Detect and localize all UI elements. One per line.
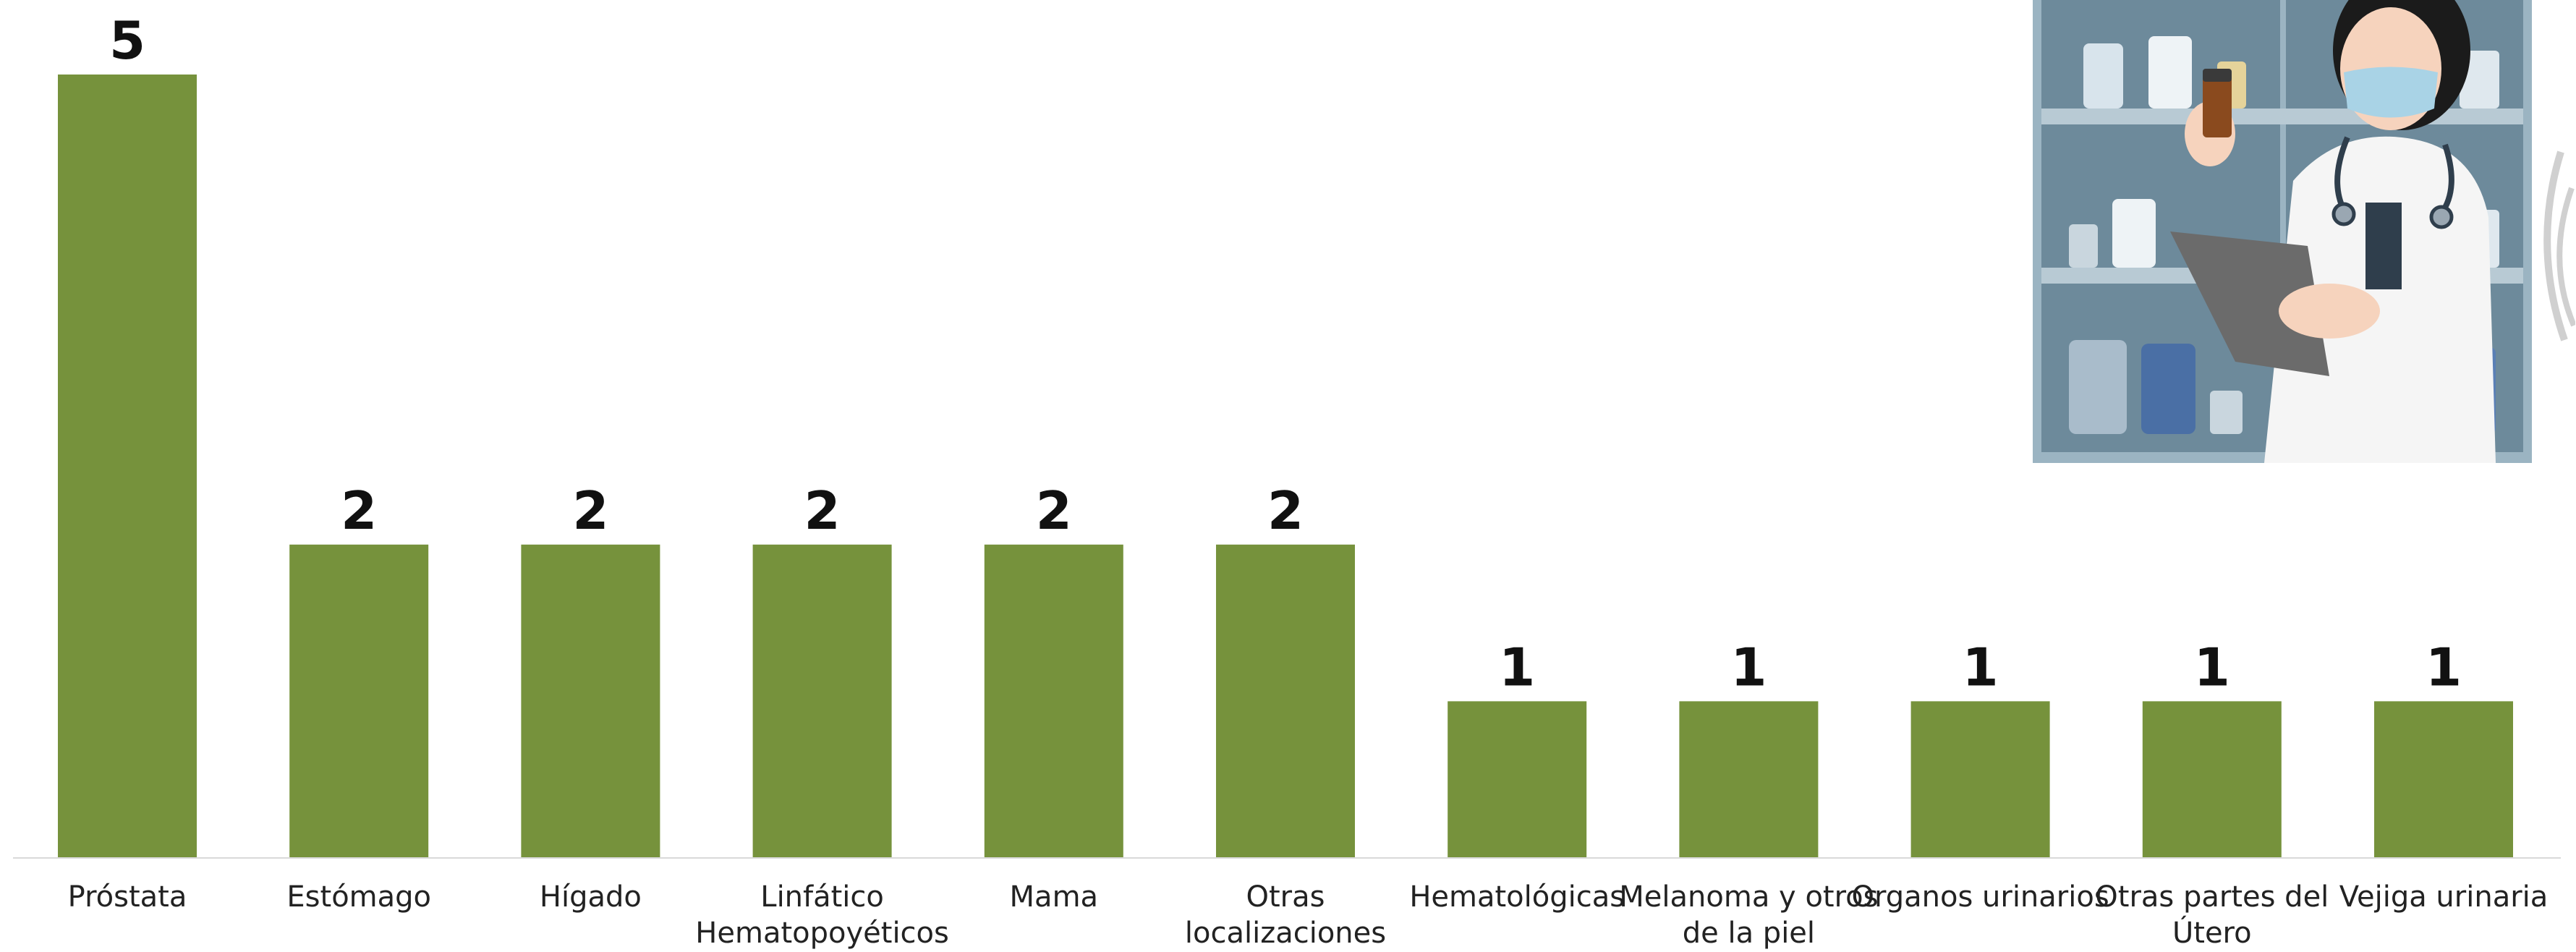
bar-value-label: 1 <box>2194 637 2230 697</box>
category-label: Vejiga urinaria <box>2339 880 2549 914</box>
bar-value-label: 2 <box>341 480 377 541</box>
bar <box>289 544 429 858</box>
category-label: Hematológicas <box>1409 880 1625 914</box>
bar-value-label: 1 <box>1963 637 1999 697</box>
category-labels-layer: Próstata Estómago Hígado Linfático Hematopoy… <box>68 880 2549 950</box>
category-label-line: Otras partes del <box>2095 880 2329 914</box>
bar <box>1910 701 2050 858</box>
category-label-line: Organos urinarios <box>1852 880 2109 914</box>
bar <box>2142 701 2282 858</box>
category-label: Linfático Hematopoyéticos <box>695 880 949 950</box>
bar-value-label: 5 <box>109 10 145 71</box>
bar <box>1448 701 1587 858</box>
value-labels-layer: 5 2 2 2 2 2 1 1 1 1 1 <box>109 10 2462 697</box>
bar <box>2374 701 2513 858</box>
category-label: Próstata <box>68 880 187 914</box>
bar <box>521 544 660 858</box>
category-label-line: Estómago <box>286 880 431 914</box>
category-label-line: Hígado <box>540 880 642 914</box>
bar-value-label: 1 <box>1730 637 1767 697</box>
bar-value-label: 2 <box>1036 480 1072 541</box>
bars-layer <box>58 75 2513 858</box>
category-label: Melanoma y otros de la piel <box>1619 880 1878 950</box>
category-label-line: Vejiga urinaria <box>2339 880 2549 914</box>
category-label-line: Hematopoyéticos <box>695 917 949 950</box>
bar-value-label: 1 <box>1499 637 1535 697</box>
category-label-line: Melanoma y otros <box>1619 880 1878 914</box>
category-label: Hígado <box>540 880 642 914</box>
category-label: Otras partes del Útero <box>2095 880 2329 950</box>
category-label-line: Próstata <box>68 880 187 914</box>
bar <box>58 75 197 858</box>
category-label-line: Linfático <box>760 880 884 914</box>
category-label-line: Útero <box>2172 915 2252 950</box>
category-label: Otras localizaciones <box>1185 880 1386 950</box>
bar <box>752 544 892 858</box>
bar <box>1679 701 1819 858</box>
category-label-line: Mama <box>1010 880 1099 914</box>
category-label-line: Otras <box>1246 880 1325 914</box>
bar-value-label: 2 <box>572 480 608 541</box>
bar-value-label: 1 <box>2426 637 2462 697</box>
bar <box>1216 544 1355 858</box>
category-label-line: localizaciones <box>1185 917 1386 950</box>
doctor-with-medicine-bottle-icon <box>2033 0 2575 463</box>
category-label: Estómago <box>286 880 431 914</box>
bar-value-label: 2 <box>804 480 841 541</box>
bar <box>984 544 1123 858</box>
category-label-line: Hematológicas <box>1409 880 1625 914</box>
category-label: Mama <box>1010 880 1099 914</box>
category-label-line: de la piel <box>1683 917 1815 950</box>
bar-value-label: 2 <box>1267 480 1304 541</box>
category-label: Organos urinarios <box>1852 880 2109 914</box>
